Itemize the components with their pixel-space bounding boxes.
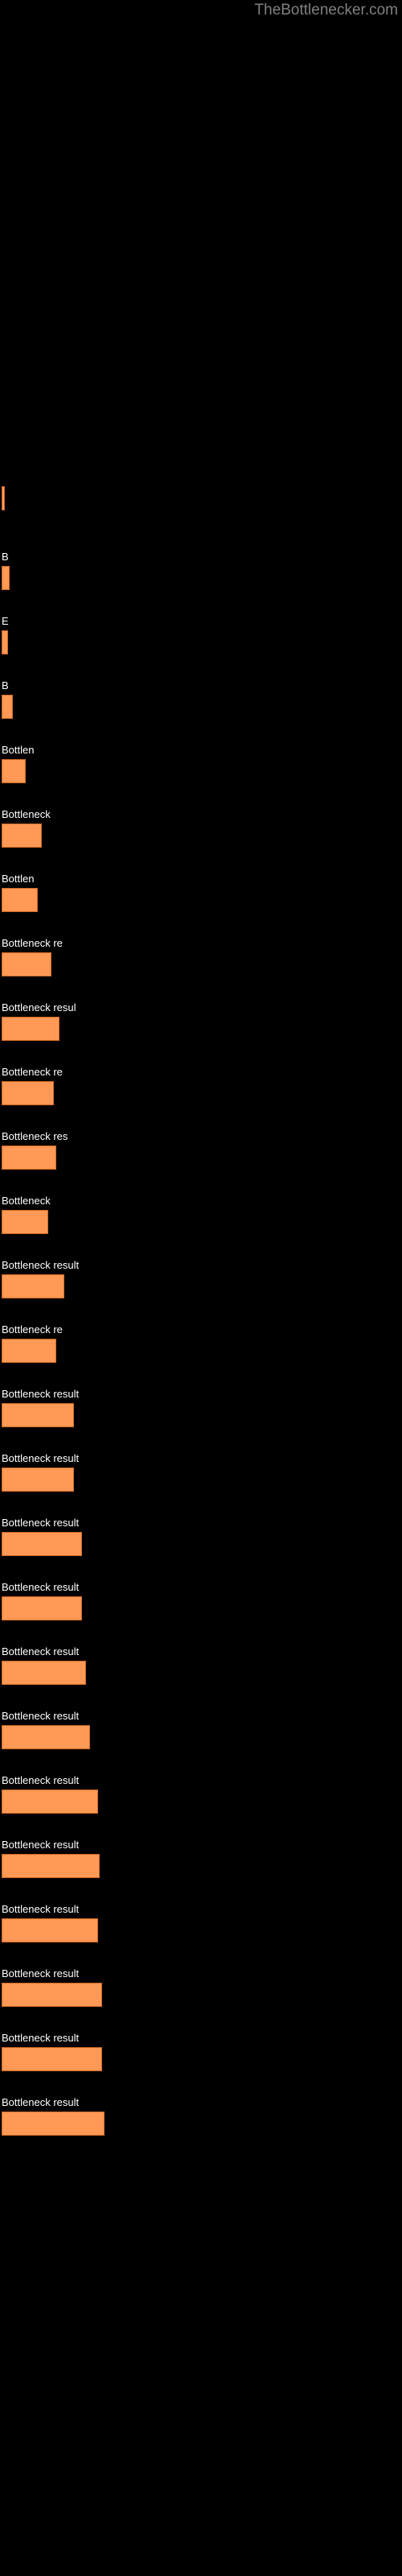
bar-row: Bottleneck [2,1195,402,1227]
bar-label: Bottleneck result [2,2032,402,2044]
bar-label: Bottleneck re [2,1066,402,1078]
bar [2,1532,82,1556]
bar-row: E [2,615,402,647]
chart-container: B E B Bottlen Bottleneck Bottlen Bottleneck re… [0,0,402,2128]
bar [2,2112,105,2136]
bar-label: Bottleneck [2,808,402,820]
bar-row: Bottleneck result [2,1645,402,1678]
bar-row: Bottlen [2,873,402,905]
bar [2,888,38,912]
bar-row: Bottleneck resul [2,1001,402,1034]
bar [2,952,51,976]
bar-label: Bottleneck result [2,1710,402,1722]
bar-row: Bottleneck re [2,1323,402,1356]
bar [2,1403,74,1427]
bar-label: Bottleneck result [2,2096,402,2108]
bar-label: Bottleneck result [2,1645,402,1657]
bar [2,1081,54,1105]
bar-label: Bottleneck re [2,937,402,949]
bar-label: Bottlen [2,873,402,885]
bar [2,1596,82,1620]
bar-row: Bottleneck [2,808,402,840]
bar-label: Bottleneck result [2,1839,402,1851]
bar-row: Bottleneck result [2,1452,402,1484]
bar [2,1146,56,1170]
bar [2,1661,86,1685]
bar-label: Bottleneck resul [2,1001,402,1013]
bar-label: B [2,551,402,563]
bar [2,1725,90,1749]
bar-row: B [2,551,402,583]
bar-row: Bottleneck re [2,1066,402,1098]
bar [2,1918,98,1942]
bar [2,2047,102,2071]
bar-row: Bottleneck result [2,2032,402,2064]
bar-row: Bottleneck result [2,1517,402,1549]
bar-row: Bottleneck result [2,1259,402,1291]
bar-row: Bottleneck res [2,1130,402,1162]
bar-label: B [2,679,402,691]
bar-label: Bottleneck result [2,1452,402,1464]
bar-label: Bottleneck re [2,1323,402,1335]
bar-label: Bottleneck result [2,1581,402,1593]
bar [2,759,26,783]
bar-row: Bottleneck result [2,1388,402,1420]
bar-row: Bottleneck re [2,937,402,969]
bar [2,1790,98,1814]
bar [2,1339,56,1363]
bar-label: Bottleneck result [2,1388,402,1400]
bar-row: Bottleneck result [2,1967,402,2000]
bar-row: Bottleneck result [2,2096,402,2128]
bar [2,1274,64,1298]
bar-label: Bottlen [2,744,402,756]
bar-row: Bottleneck result [2,1839,402,1871]
bar-row: Bottleneck result [2,1710,402,1742]
bar-row: Bottleneck result [2,1774,402,1806]
bar [2,1017,59,1041]
bar-row: B [2,679,402,712]
bar-label: Bottleneck result [2,1967,402,1979]
bar [2,1983,102,2007]
bar-label: Bottleneck result [2,1517,402,1529]
bar-label: Bottleneck res [2,1130,402,1142]
watermark-text: TheBottlenecker.com [255,2,398,19]
bar [2,695,13,719]
bar-label: Bottleneck result [2,1259,402,1271]
bar [2,824,42,848]
bar [2,1854,100,1878]
bar-row: Bottleneck result [2,1581,402,1613]
bar [2,630,8,654]
bar [2,486,5,510]
bar [2,1210,48,1234]
bar-row: Bottleneck result [2,1903,402,1935]
bar-row [2,486,402,518]
bar-row: Bottlen [2,744,402,776]
bar-label: Bottleneck result [2,1903,402,1915]
bar-label: E [2,615,402,627]
bar [2,566,10,590]
bar-label: Bottleneck result [2,1774,402,1786]
bar-label: Bottleneck [2,1195,402,1207]
bar [2,1468,74,1492]
